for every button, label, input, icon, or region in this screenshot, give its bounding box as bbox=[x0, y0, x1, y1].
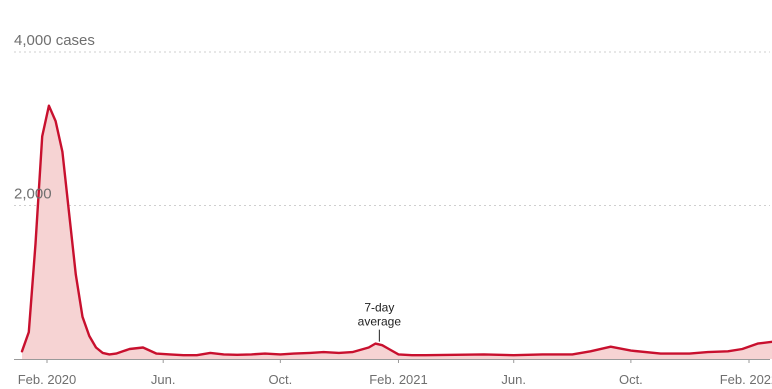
label-layer: 4,000 cases 2,000 Feb. 2020 Jun. Oct. Feb. 20… bbox=[14, 32, 772, 387]
x-tick-label-4: Jun. bbox=[501, 372, 526, 387]
x-tick-label-6: Feb. 2022 bbox=[720, 372, 772, 387]
y-tick-label-0: 4,000 cases bbox=[14, 32, 95, 49]
grid-layer bbox=[14, 51, 770, 206]
x-tick-label-1: Jun. bbox=[151, 372, 176, 387]
annotation-label-line2-0: average bbox=[358, 315, 402, 329]
axis-layer bbox=[14, 359, 770, 363]
annotation-label-line1-0: 7-day bbox=[364, 301, 394, 315]
series-line-0 bbox=[20, 104, 772, 357]
x-tick-label-2: Oct. bbox=[268, 372, 292, 387]
x-tick-label-3: Feb. 2021 bbox=[369, 372, 428, 387]
x-tick-label-5: Oct. bbox=[619, 372, 643, 387]
x-tick-label-0: Feb. 2020 bbox=[18, 372, 77, 387]
area-layer bbox=[20, 104, 772, 359]
y-tick-label-1: 2,000 bbox=[14, 186, 52, 203]
